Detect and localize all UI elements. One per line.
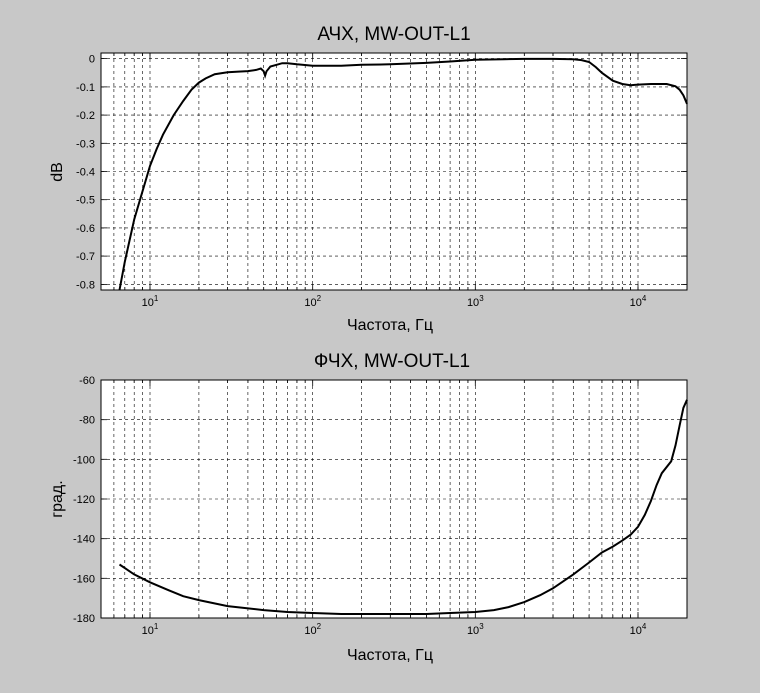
phase-plot: -60 -80 -100 -120 -140 -160 -180 101 102 103 104 Ф… (49, 351, 688, 664)
magnitude-y-axis-label: dB (49, 162, 66, 182)
phase-y-tick-label: -80 (79, 415, 95, 427)
magnitude-ticks: 0 -0.1 -0.2 -0.3 -0.4 -0.5 -0.6 -0.7 -0.8 101 102 1… (76, 53, 688, 309)
phase-ticks: -60 -80 -100 -120 -140 -160 -180 101 102 103 104 (73, 375, 688, 637)
phase-y-axis-label: град. (49, 480, 66, 517)
magnitude-y-tick-label: -0.7 (76, 251, 95, 263)
phase-y-tick-label: -160 (73, 573, 95, 585)
magnitude-grid (100, 53, 688, 290)
magnitude-y-tick-label: -0.1 (76, 82, 95, 94)
phase-chart-title: ФЧХ, MW-OUT-L1 (314, 351, 470, 372)
magnitude-y-tick-label: -0.2 (76, 110, 95, 122)
magnitude-y-tick-label: -0.6 (76, 223, 95, 235)
magnitude-x-tick-label: 102 (304, 294, 321, 309)
magnitude-x-tick-label: 103 (467, 294, 484, 309)
magnitude-x-tick-label: 101 (142, 294, 159, 309)
phase-x-axis-label: Частота, Гц (347, 647, 433, 664)
phase-x-tick-label: 101 (142, 622, 159, 637)
magnitude-y-tick-label: -0.4 (76, 167, 95, 179)
phase-y-tick-label: -120 (73, 494, 95, 506)
magnitude-plot: 0 -0.1 -0.2 -0.3 -0.4 -0.5 -0.6 -0.7 -0.8 101 102 1… (49, 24, 688, 334)
magnitude-x-tick-label: 104 (630, 294, 647, 309)
phase-y-tick-label: -60 (79, 375, 95, 387)
phase-x-tick-label: 104 (630, 622, 647, 637)
magnitude-chart-title: АЧХ, MW-OUT-L1 (317, 24, 470, 45)
magnitude-y-tick-label: -0.8 (76, 279, 95, 291)
magnitude-y-tick-label: -0.3 (76, 138, 95, 150)
phase-y-tick-label: -140 (73, 534, 95, 546)
magnitude-x-axis-label: Частота, Гц (347, 317, 433, 334)
phase-y-tick-label: -100 (73, 454, 95, 466)
phase-y-tick-label: -180 (73, 613, 95, 625)
magnitude-y-tick-label: 0 (89, 54, 95, 66)
phase-curve (118, 399, 688, 615)
magnitude-y-tick-label: -0.5 (76, 195, 95, 207)
magnitude-curve (118, 57, 688, 291)
phase-x-tick-label: 102 (304, 622, 321, 637)
phase-x-tick-label: 103 (467, 622, 484, 637)
